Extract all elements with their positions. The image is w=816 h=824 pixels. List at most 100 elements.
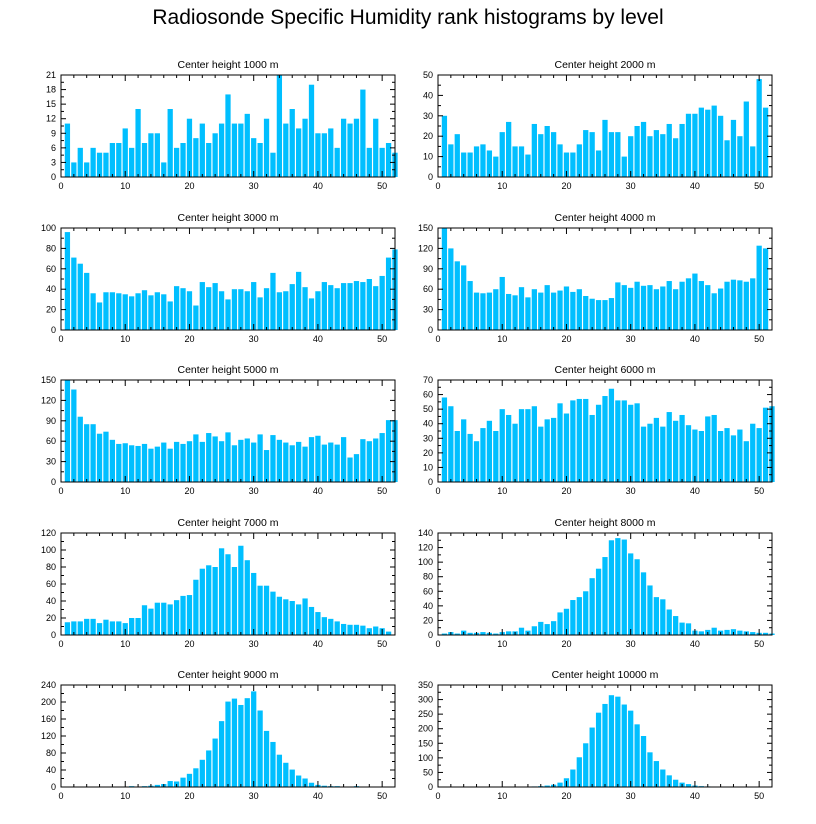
bar [84,272,90,330]
bar [347,624,353,635]
bar [289,109,295,177]
y-tick-label: 30 [46,457,56,467]
bar [448,406,454,482]
bar [321,785,327,787]
figure-title: Radiosonde Specific Humidity rank histog… [152,6,664,29]
bar [340,437,347,482]
bar [263,585,270,635]
bar [750,423,756,482]
bar [366,628,372,635]
x-tick-label: 0 [435,791,440,801]
bar [340,118,347,177]
bar [385,143,392,177]
x-tick-label: 30 [626,486,636,496]
bar [167,448,173,482]
bar [199,123,205,177]
panel-title: Center height 9000 m [178,669,279,681]
bar [473,292,480,330]
y-tick-label: 0 [428,782,433,792]
bar [653,417,660,482]
bar [315,291,321,330]
bar [167,604,173,635]
bar [64,123,71,177]
panel-title: Center height 6000 m [555,364,656,376]
bar [199,282,205,330]
bar [525,409,531,482]
y-tick-label: 0 [51,782,56,792]
bar [705,416,711,482]
bar [231,698,238,787]
y-tick-label: 6 [51,143,56,153]
x-tick-label: 0 [58,486,63,496]
bar [634,126,640,177]
bar [315,133,321,177]
bar [283,762,289,787]
bar [570,291,576,330]
y-tick-label: 10 [423,462,433,472]
bar [589,578,595,635]
x-tick-label: 0 [435,334,440,344]
bar [244,113,250,177]
bar [570,600,576,635]
bar [161,602,167,635]
bar [148,133,154,177]
y-tick-label: 20 [46,305,56,315]
bar [602,703,608,787]
bar [296,271,302,330]
bar [283,123,289,177]
bar [506,293,512,330]
y-tick-label: 50 [423,70,433,80]
bar [103,152,109,177]
bar [518,287,525,330]
bar [634,559,640,635]
bar [283,442,289,482]
bar [685,113,692,177]
bar [302,778,308,787]
bar [576,144,582,177]
y-tick-label: 300 [418,695,433,705]
x-tick-label: 20 [184,791,194,801]
panel-title: Center height 5000 m [178,364,279,376]
bar [570,152,576,177]
bar [308,84,315,177]
bar [538,621,544,635]
bar [518,627,525,635]
y-tick-label: 120 [418,243,433,253]
y-tick-label: 80 [46,243,56,253]
bar [730,279,737,330]
bar [660,286,666,330]
bar [109,621,116,635]
y-tick-label: 90 [46,416,56,426]
bar [116,143,122,177]
bar [340,623,347,635]
bar [666,775,672,787]
bar [302,598,308,635]
bar [116,443,122,482]
bar [441,633,448,635]
x-tick-label: 20 [184,334,194,344]
bar [499,276,505,330]
y-tick-label: 0 [51,630,56,640]
bar [711,627,717,635]
bar [608,540,615,635]
bar [212,283,218,330]
bar [461,152,467,177]
bar [90,618,96,635]
y-tick-label: 140 [418,528,433,538]
bar [212,133,218,177]
bar [550,292,557,330]
bar [595,150,602,177]
bar [129,445,135,482]
bar [762,632,769,635]
bar [71,389,77,482]
bar [583,398,589,482]
bar [730,435,737,482]
bar [366,279,372,330]
bar [608,132,615,177]
x-tick-label: 10 [497,486,507,496]
bar [251,691,257,787]
y-tick-label: 30 [423,111,433,121]
bar [595,404,602,482]
bar [660,599,666,635]
y-tick-label: 120 [41,395,56,405]
